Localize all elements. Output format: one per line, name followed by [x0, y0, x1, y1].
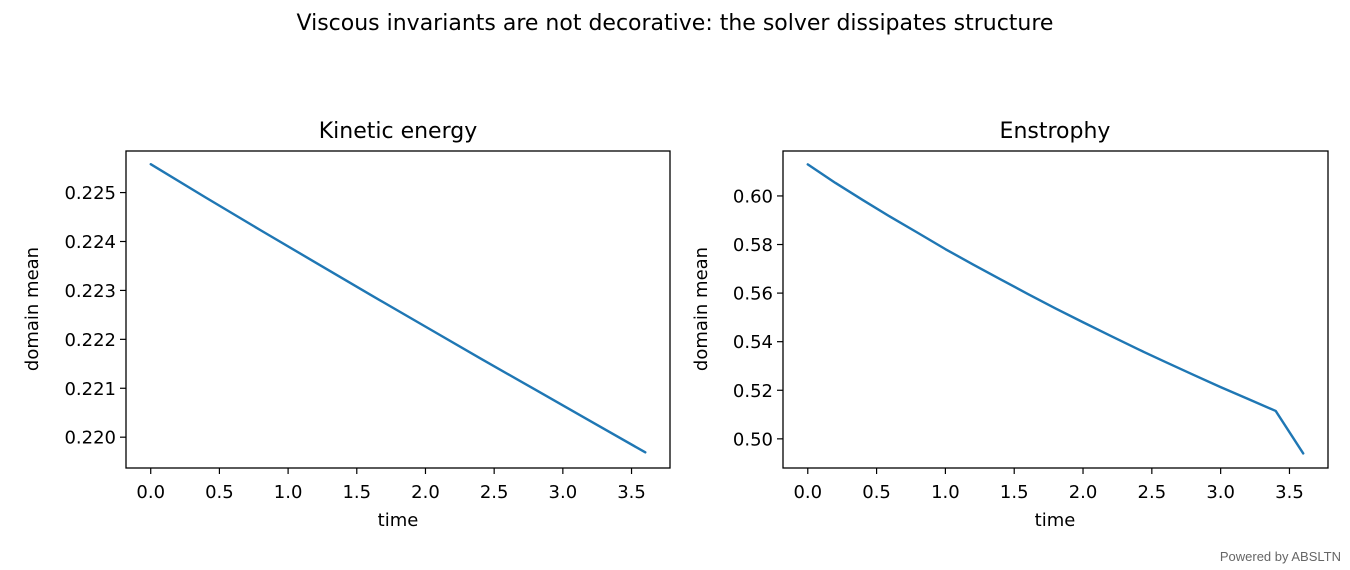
kinetic-energy-ytick-label: 0.224 — [64, 232, 116, 253]
kinetic-energy-xtick-label: 3.0 — [549, 482, 578, 503]
kinetic-energy-xtick-label: 0.5 — [205, 482, 234, 503]
kinetic-energy-ylabel: domain mean — [22, 247, 43, 371]
enstrophy-xtick-label: 2.5 — [1138, 482, 1167, 503]
enstrophy-ylabel: domain mean — [691, 247, 712, 371]
kinetic-energy-ytick-label: 0.223 — [64, 281, 116, 302]
enstrophy-xtick-label: 2.0 — [1069, 482, 1098, 503]
kinetic-energy-xtick-label: 1.5 — [342, 482, 371, 503]
kinetic-energy-xtick-label: 3.5 — [617, 482, 646, 503]
enstrophy-xtick-label: 0.0 — [793, 482, 822, 503]
enstrophy-ytick-label: 0.52 — [733, 381, 773, 402]
enstrophy-xtick-label: 3.0 — [1206, 482, 1235, 503]
enstrophy-ytick-label: 0.58 — [733, 235, 773, 256]
kinetic-energy-xtick-label: 2.0 — [411, 482, 440, 503]
enstrophy-xtick-label: 3.5 — [1275, 482, 1304, 503]
enstrophy-xtick-label: 1.0 — [931, 482, 960, 503]
watermark-text: Powered by ABSLTN — [1220, 549, 1341, 564]
enstrophy-title: Enstrophy — [1000, 119, 1111, 144]
kinetic-energy-xlabel: time — [378, 510, 419, 531]
kinetic-energy-xtick-label: 0.0 — [136, 482, 165, 503]
kinetic-energy-chart: Kinetic energy time domain mean 0.0 0.5 1.… — [22, 119, 671, 531]
enstrophy-ytick-label: 0.56 — [733, 284, 773, 305]
kinetic-energy-ytick-label: 0.225 — [64, 183, 116, 204]
enstrophy-ytick-label: 0.60 — [733, 186, 773, 207]
enstrophy-series-line — [806, 163, 1305, 455]
kinetic-energy-xtick-label: 1.0 — [274, 482, 303, 503]
kinetic-energy-axes-frame — [125, 150, 671, 469]
enstrophy-axes-frame — [782, 150, 1329, 469]
enstrophy-chart: Enstrophy time domain mean 0.0 0.5 1.0 1.5 2… — [691, 119, 1329, 531]
kinetic-energy-title: Kinetic energy — [319, 119, 478, 144]
kinetic-energy-series-line — [149, 163, 647, 454]
enstrophy-xlabel: time — [1035, 510, 1076, 531]
figure-suptitle: Viscous invariants are not decorative: t… — [297, 11, 1054, 36]
kinetic-energy-ytick-label: 0.221 — [64, 379, 116, 400]
enstrophy-xtick-label: 0.5 — [862, 482, 891, 503]
kinetic-energy-xtick-label: 2.5 — [480, 482, 509, 503]
enstrophy-xtick-label: 1.5 — [1000, 482, 1029, 503]
kinetic-energy-ytick-label: 0.222 — [64, 330, 116, 351]
enstrophy-ytick-label: 0.54 — [733, 332, 773, 353]
enstrophy-ytick-label: 0.50 — [733, 429, 773, 450]
kinetic-energy-ytick-label: 0.220 — [64, 428, 116, 449]
